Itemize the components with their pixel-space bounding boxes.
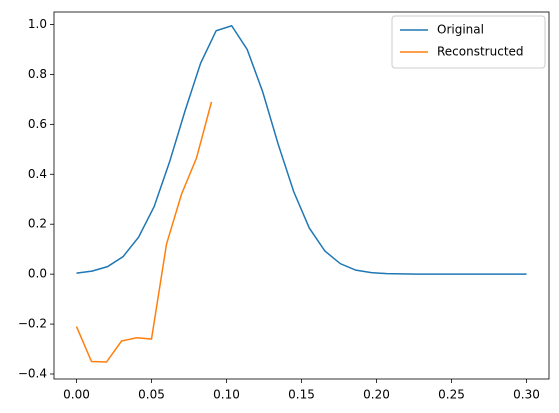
y-tick-label: 0.4: [28, 167, 47, 181]
x-tick-label: 0.05: [138, 388, 165, 402]
legend-label: Reconstructed: [437, 45, 524, 59]
x-tick-label: 0.20: [363, 388, 390, 402]
y-tick-label: 0.2: [28, 217, 47, 231]
y-tick-label: −0.4: [18, 367, 47, 381]
y-tick-label: −0.2: [18, 317, 47, 331]
legend-label: Original: [437, 23, 484, 37]
y-tick-label: 0.6: [28, 117, 47, 131]
legend-box: [391, 15, 546, 69]
y-tick-label: 1.0: [28, 17, 47, 31]
x-tick-label: 0.25: [438, 388, 465, 402]
line: [75, 101, 213, 363]
line: [76, 24, 527, 275]
x-tick-label: 0.15: [288, 388, 315, 402]
x-tick-label: 0.30: [513, 388, 540, 402]
x-tick-label: 0.10: [213, 388, 240, 402]
y-tick-label: 0.0: [28, 267, 47, 281]
y-tick-label: 0.8: [28, 67, 47, 81]
x-tick-label: 0.00: [63, 388, 90, 402]
